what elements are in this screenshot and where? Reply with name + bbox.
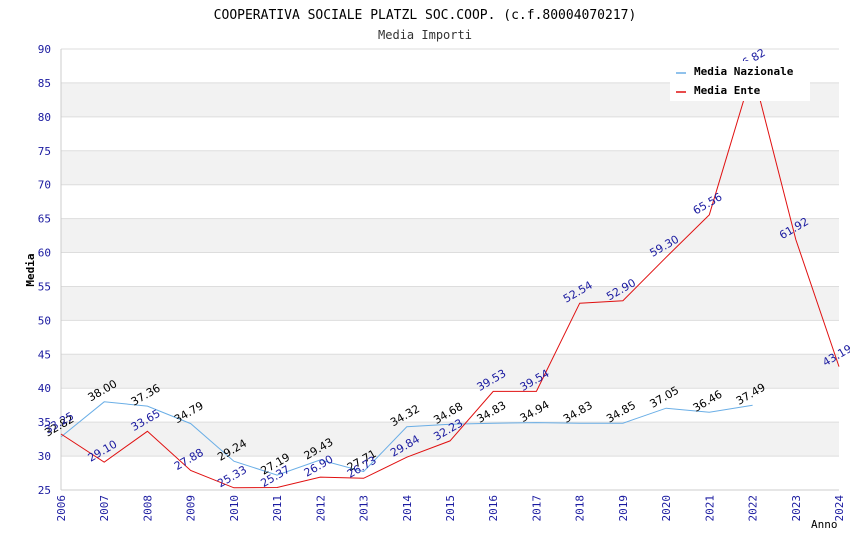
x-tick-labels: 2006 2007 2008 2009 2010 2011 2012 2013 2014 2015… bbox=[55, 495, 846, 522]
y-tick-label: 35 bbox=[38, 416, 51, 429]
x-tick-label: 2008 bbox=[141, 495, 154, 522]
x-tick-label: 2016 bbox=[487, 495, 500, 522]
series-lines bbox=[60, 68, 840, 489]
y-tick-label: 60 bbox=[38, 247, 51, 260]
x-tick-label: 2018 bbox=[574, 495, 587, 522]
data-label: 25.33 bbox=[215, 463, 249, 490]
legend-label-media-nazionale: Media Nazionale bbox=[694, 65, 794, 78]
y-tick-label: 75 bbox=[38, 145, 51, 158]
grid-band bbox=[61, 286, 839, 321]
y-tick-label: 40 bbox=[38, 382, 51, 395]
data-label: 65.56 bbox=[691, 190, 725, 217]
x-tick-label: 2007 bbox=[98, 495, 111, 522]
y-tick-label: 85 bbox=[38, 77, 51, 90]
chart-title: COOPERATIVA SOCIALE PLATZL SOC.COOP. (c.… bbox=[214, 8, 637, 23]
x-tick-label: 2012 bbox=[314, 495, 327, 522]
y-axis-label: Media bbox=[24, 253, 37, 286]
x-tick-label: 2006 bbox=[55, 495, 68, 522]
grid-band bbox=[61, 150, 839, 185]
series-line-media-nazionale bbox=[60, 401, 753, 476]
data-label: 34.85 bbox=[604, 399, 638, 426]
y-tick-labels: 25 30 35 40 45 50 55 60 65 70 75 80 85 90 bbox=[38, 43, 51, 497]
y-tick-label: 50 bbox=[38, 314, 51, 327]
x-tick-label: 2015 bbox=[444, 495, 457, 522]
y-tick-label: 90 bbox=[38, 43, 51, 56]
x-tick-label: 2014 bbox=[401, 495, 414, 522]
x-tick-label: 2017 bbox=[530, 495, 543, 522]
x-tick-label: 2011 bbox=[271, 495, 284, 522]
grid-band bbox=[61, 354, 839, 389]
x-tick-label: 2013 bbox=[358, 495, 371, 522]
axes bbox=[60, 49, 839, 491]
legend: Media Nazionale Media Ente bbox=[670, 61, 810, 101]
y-tick-label: 45 bbox=[38, 348, 51, 361]
y-tick-label: 80 bbox=[38, 111, 51, 124]
y-tick-label: 30 bbox=[38, 450, 51, 463]
series-line-media-ente bbox=[60, 68, 840, 489]
data-label: 34.94 bbox=[518, 398, 552, 425]
x-tick-label: 2021 bbox=[703, 495, 716, 522]
x-tick-label: 2010 bbox=[228, 495, 241, 522]
y-tick-label: 55 bbox=[38, 280, 51, 293]
y-tick-label: 65 bbox=[38, 213, 51, 226]
chart-subtitle: Media Importi bbox=[378, 28, 472, 42]
x-axis-label: Anno bbox=[811, 518, 838, 531]
x-tick-label: 2009 bbox=[185, 495, 198, 522]
x-tick-label: 2019 bbox=[617, 495, 630, 522]
legend-label-media-ente: Media Ente bbox=[694, 84, 761, 97]
x-tick-label: 2023 bbox=[790, 495, 803, 522]
x-tick-label: 2020 bbox=[660, 495, 673, 522]
x-tick-label: 2022 bbox=[747, 495, 760, 522]
grid-band bbox=[61, 218, 839, 253]
x-tick-label: 2024 bbox=[833, 495, 846, 522]
y-tick-label: 25 bbox=[38, 484, 51, 497]
y-tick-label: 70 bbox=[38, 179, 51, 192]
grid-band bbox=[61, 422, 839, 457]
